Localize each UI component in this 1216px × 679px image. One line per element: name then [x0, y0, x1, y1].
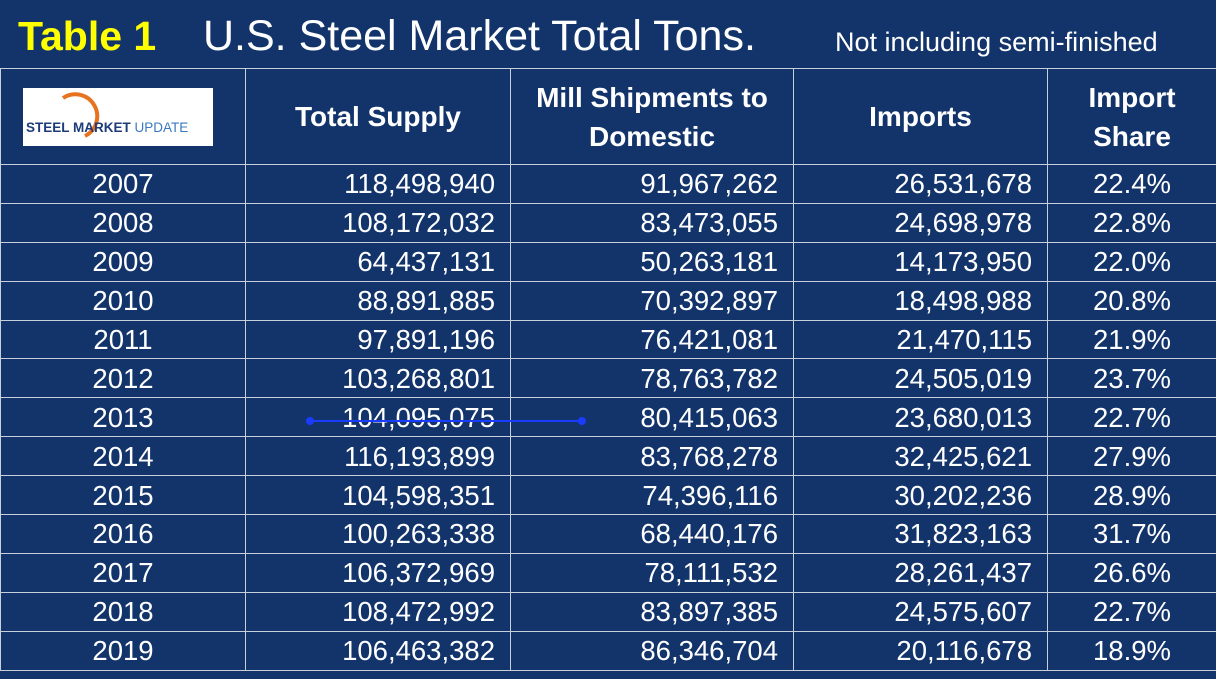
year-cell: 2008 [0, 202, 246, 243]
header-row: STEEL MARKET UPDATE Total Supply Mill Shi… [0, 68, 1216, 165]
value-cell: 106,372,969 [245, 552, 511, 593]
value-cell: 83,473,055 [510, 202, 794, 243]
year-cell: 2017 [0, 552, 246, 593]
year-cell: 2011 [0, 319, 246, 360]
table-row: 2015 104,598,351 74,396,116 30,202,236 28.9% [0, 475, 1216, 516]
value-cell: 88,891,885 [245, 280, 511, 321]
value-cell: 30,202,236 [793, 475, 1048, 516]
title-label: Table 1 [18, 13, 157, 59]
value-cell: 83,897,385 [510, 591, 794, 632]
table-row: 2013 104,095,075 80,415,063 23,680,013 22.7% [0, 397, 1216, 438]
logo-text: STEEL MARKET UPDATE [26, 108, 188, 147]
value-cell: 108,172,032 [245, 202, 511, 243]
value-cell: 68,440,176 [510, 514, 794, 554]
table-body: 2007 118,498,940 91,967,262 26,531,678 22.4%… [0, 164, 1216, 671]
column-header: Imports [793, 68, 1048, 165]
value-cell: 97,891,196 [245, 319, 511, 360]
value-cell: 103,268,801 [245, 358, 511, 399]
table-row: 2007 118,498,940 91,967,262 26,531,678 22.4% [0, 164, 1216, 204]
value-cell: 50,263,181 [510, 241, 794, 282]
value-cell: 76,421,081 [510, 319, 794, 360]
value-cell: 22.7% [1047, 591, 1216, 632]
value-cell: 24,698,978 [793, 202, 1048, 243]
value-cell: 31,823,163 [793, 514, 1048, 554]
logo-arc [61, 91, 100, 138]
year-cell: 2012 [0, 358, 246, 399]
year-cell: 2013 [0, 397, 246, 438]
value-cell: 22.7% [1047, 397, 1216, 438]
column-header: Mill Shipments to Domestic [510, 68, 794, 165]
logo: STEEL MARKET UPDATE [23, 87, 213, 147]
value-cell: 22.8% [1047, 202, 1216, 243]
value-cell: 24,575,607 [793, 591, 1048, 632]
value-cell: 104,095,075 [245, 397, 511, 438]
value-cell: 118,498,940 [245, 164, 511, 204]
data-table: STEEL MARKET UPDATE Total Supply Mill Shi… [0, 68, 1216, 671]
year-cell: 2010 [0, 280, 246, 321]
value-cell: 23,680,013 [793, 397, 1048, 438]
value-cell: 70,392,897 [510, 280, 794, 321]
value-cell: 32,425,621 [793, 436, 1048, 477]
title: U.S. Steel Market Total Tons. [203, 12, 756, 60]
value-cell: 80,415,063 [510, 397, 794, 438]
value-cell: 104,598,351 [245, 475, 511, 516]
value-cell: 18,498,988 [793, 280, 1048, 321]
value-cell: 116,193,899 [245, 436, 511, 477]
value-cell: 64,437,131 [245, 241, 511, 282]
value-cell: 78,763,782 [510, 358, 794, 399]
year-cell: 2007 [0, 164, 246, 204]
year-cell: 2009 [0, 241, 246, 282]
value-cell: 100,263,338 [245, 514, 511, 554]
table-row: 2008 108,172,032 83,473,055 24,698,978 22.8% [0, 202, 1216, 243]
value-cell: 86,346,704 [510, 630, 794, 671]
table-row: 2016 100,263,338 68,440,176 31,823,163 31.7% [0, 514, 1216, 554]
value-cell: 74,396,116 [510, 475, 794, 516]
year-cell: 2019 [0, 630, 246, 671]
logo-word: UPDATE [134, 119, 189, 135]
title-bar: Table 1 U.S. Steel Market Total Tons. No… [0, 0, 1216, 68]
table-row: 2017 106,372,969 78,111,532 28,261,437 26.6% [0, 552, 1216, 593]
title-note: Not including semi-finished [835, 27, 1158, 57]
year-cell: 2018 [0, 591, 246, 632]
value-cell: 20.8% [1047, 280, 1216, 321]
value-cell: 21,470,115 [793, 319, 1048, 360]
value-cell: 78,111,532 [510, 552, 794, 593]
value-cell: 27.9% [1047, 436, 1216, 477]
value-cell: 21.9% [1047, 319, 1216, 360]
table-row: 2009 64,437,131 50,263,181 14,173,950 22.0% [0, 241, 1216, 282]
table-row: 2019 106,463,382 86,346,704 20,116,678 18.9% [0, 630, 1216, 671]
year-cell: 2015 [0, 475, 246, 516]
logo-word: STEEL [26, 119, 70, 135]
logo-word: MARKET [73, 119, 131, 135]
value-cell: 22.0% [1047, 241, 1216, 282]
value-cell: 28.9% [1047, 475, 1216, 516]
logo-cell: STEEL MARKET UPDATE [0, 68, 246, 165]
value-cell: 106,463,382 [245, 630, 511, 671]
year-cell: 2014 [0, 436, 246, 477]
value-cell: 28,261,437 [793, 552, 1048, 593]
value-cell: 26.6% [1047, 552, 1216, 593]
table-row: 2018 108,472,992 83,897,385 24,575,607 22.7% [0, 591, 1216, 632]
logo-swoosh [61, 91, 100, 138]
table-row: 2010 88,891,885 70,392,897 18,498,988 20.8% [0, 280, 1216, 321]
table-row: 2012 103,268,801 78,763,782 24,505,019 23.7% [0, 358, 1216, 399]
value-cell: 20,116,678 [793, 630, 1048, 671]
column-header: Total Supply [245, 68, 511, 165]
value-cell: 108,472,992 [245, 591, 511, 632]
value-cell: 91,967,262 [510, 164, 794, 204]
value-cell: 14,173,950 [793, 241, 1048, 282]
value-cell: 83,768,278 [510, 436, 794, 477]
table-row: 2014 116,193,899 83,768,278 32,425,621 27.9% [0, 436, 1216, 477]
value-cell: 31.7% [1047, 514, 1216, 554]
value-cell: 23.7% [1047, 358, 1216, 399]
value-cell: 24,505,019 [793, 358, 1048, 399]
value-cell: 18.9% [1047, 630, 1216, 671]
column-header: Import Share [1047, 68, 1216, 165]
table-row: 2011 97,891,196 76,421,081 21,470,115 21.9% [0, 319, 1216, 360]
value-cell: 22.4% [1047, 164, 1216, 204]
year-cell: 2016 [0, 514, 246, 554]
value-cell: 26,531,678 [793, 164, 1048, 204]
